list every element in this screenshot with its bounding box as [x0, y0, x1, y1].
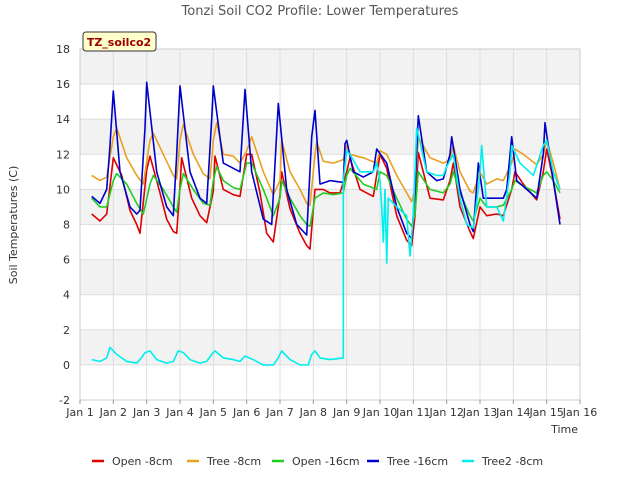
- x-tick-label: Jan 1: [65, 406, 93, 419]
- plot-band: [80, 49, 580, 85]
- y-tick-label: 14: [56, 113, 70, 126]
- x-tick-label: Jan 8: [299, 406, 327, 419]
- series-line-5: [91, 127, 561, 366]
- x-tick-label: Jan 12: [428, 406, 463, 419]
- legend-item: Tree -8cm: [187, 455, 261, 468]
- legend-label: Tree -16cm: [386, 455, 448, 468]
- x-tick-label: Jan 14: [495, 406, 530, 419]
- x-tick-label: Jan 15: [528, 406, 563, 419]
- y-tick-label: 6: [63, 254, 70, 267]
- x-tick-label: Jan 16: [562, 406, 597, 419]
- plot-band: [80, 224, 580, 260]
- x-tick-label: Jan 7: [265, 406, 293, 419]
- y-tick-label: -2: [59, 394, 70, 407]
- y-tick-label: 12: [56, 148, 70, 161]
- x-axis: Jan 1 Jan 2 Jan 3 Jan 4 Jan 5 Jan 6 Jan 7 Jan 8…: [65, 400, 597, 419]
- x-tick-label: Jan 4: [165, 406, 193, 419]
- legend-item: Open -8cm: [92, 455, 173, 468]
- x-tick-label: Jan 10: [362, 406, 397, 419]
- x-tick-label: Jan 11: [395, 406, 430, 419]
- y-tick-label: 16: [56, 78, 70, 91]
- y-tick-label: 0: [63, 359, 70, 372]
- plot-area-frame: [79, 48, 581, 401]
- x-tick-label: Jan 6: [232, 406, 260, 419]
- series-line-4: [91, 81, 561, 240]
- y-tick-label: 8: [63, 219, 70, 232]
- x-tick-label: Jan 5: [199, 406, 227, 419]
- badge-text: TZ_soilco2: [87, 36, 151, 49]
- series-lines: [91, 81, 561, 366]
- badge-box: [82, 31, 157, 52]
- x-axis-label: Time: [550, 423, 578, 436]
- plot-band: [80, 84, 580, 120]
- y-axis: -2 0 2 4 6 8 10 12 14 16 18: [56, 43, 70, 407]
- plot-band: [80, 154, 580, 190]
- chart-title: Tonzi Soil CO2 Profile: Lower Temperatur…: [181, 4, 459, 19]
- y-tick-label: 18: [56, 43, 70, 56]
- legend-label: Tree2 -8cm: [481, 455, 543, 468]
- series-line-1: [91, 148, 561, 250]
- legend-item: Tree -16cm: [367, 455, 448, 468]
- legend-item: Open -16cm: [272, 455, 360, 468]
- plot-band: [80, 119, 580, 155]
- y-axis-label: Soil Temperatures (C): [7, 166, 20, 285]
- legend: Open -8cm Tree -8cm Open -16cm Tree -16cm Tr…: [92, 455, 543, 468]
- y-tick-label: 10: [56, 183, 70, 196]
- plot-band: [80, 294, 580, 330]
- legend-item: Tree2 -8cm: [462, 455, 543, 468]
- legend-label: Open -8cm: [112, 455, 173, 468]
- plot-band: [80, 364, 580, 400]
- y-tick-label: 4: [63, 289, 70, 302]
- x-tick-label: Jan 13: [462, 406, 497, 419]
- x-tick-label: Jan 9: [332, 406, 360, 419]
- legend-label: Open -16cm: [292, 455, 360, 468]
- x-tick-label: Jan 3: [132, 406, 160, 419]
- y-tick-label: 2: [63, 324, 70, 337]
- legend-label: Tree -8cm: [206, 455, 261, 468]
- badge: TZ_soilco2: [82, 31, 157, 52]
- x-tick-label: Jan 2: [99, 406, 127, 419]
- plot-band: [80, 259, 580, 295]
